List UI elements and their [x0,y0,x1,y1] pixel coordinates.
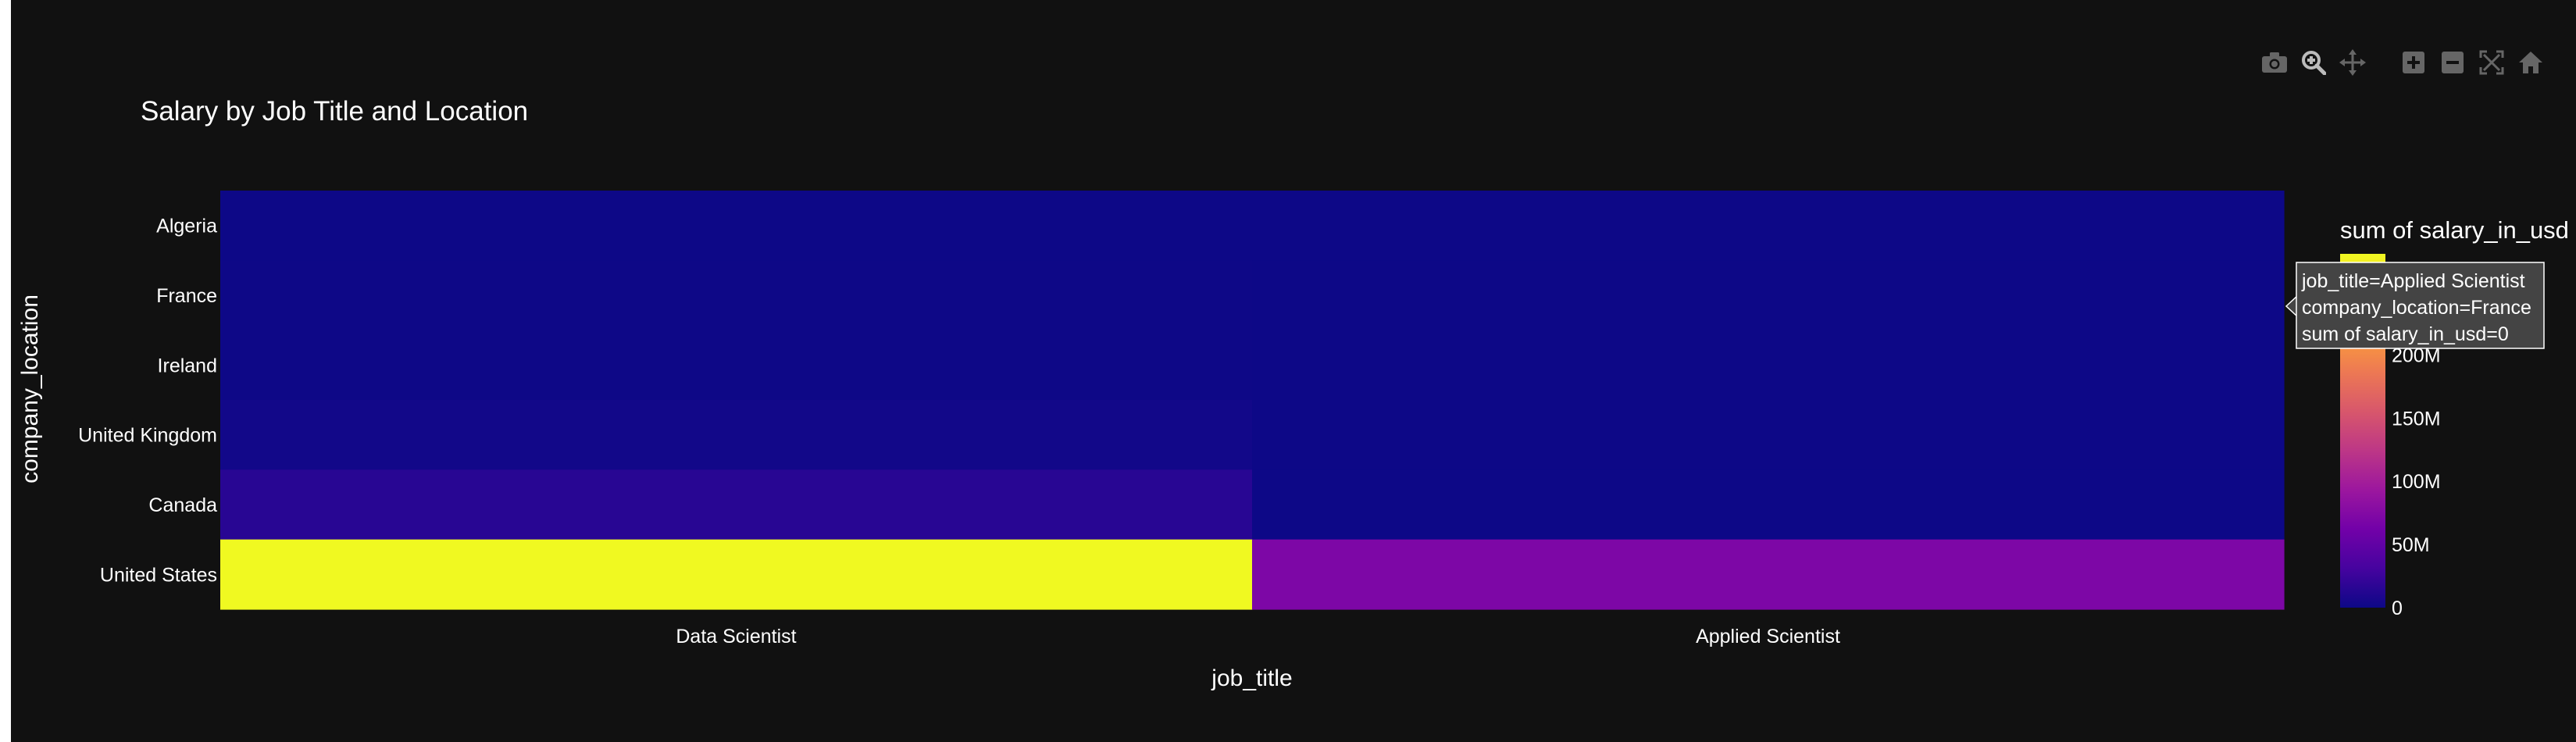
heatmap-cell[interactable]: Applied Scientist / Ireland [1252,330,2285,401]
autoscale-icon[interactable] [2478,48,2506,77]
zoom-icon[interactable] [2299,48,2328,77]
tooltip-box [2296,262,2545,349]
heatmap-cells[interactable]: Data Scientist / AlgeriaApplied Scientis… [220,191,2285,610]
x-axis-label: job_title [1211,665,1292,691]
tooltip-line-job-title: job_title=Applied Scientist [2301,270,2525,292]
x-tick-label: Applied Scientist [1696,626,1840,647]
heatmap-cell[interactable]: Applied Scientist / United Kingdom [1252,400,2285,470]
hover-tooltip: job_title=Applied Scientist company_loca… [2285,262,2545,349]
heatmap-cell[interactable]: Data Scientist / Algeria [220,191,1253,261]
heatmap-cell[interactable]: Data Scientist / France [220,260,1253,331]
heatmap-cell[interactable]: Data Scientist / United States [220,539,1253,610]
colorbar-title: sum of salary_in_usd [2340,216,2569,244]
pan-icon[interactable] [2339,48,2367,77]
reset-home-icon[interactable] [2517,48,2545,77]
y-tick-label: France [156,285,217,307]
heatmap-cell[interactable]: Applied Scientist / United States [1252,539,2285,610]
colorbar-tick-label: 50M [2392,534,2430,556]
modebar [2260,48,2545,77]
colorbar-tick-label: 0 [2392,598,2403,619]
heatmap-cell[interactable]: Applied Scientist / Algeria [1252,191,2285,261]
y-tick-label: United Kingdom [78,425,217,447]
y-axis-ticks: Algeria France Ireland United Kingdom Canada… [78,216,217,587]
x-tick-label: Data Scientist [676,626,796,647]
y-axis-label: company_location [17,294,43,483]
x-axis-ticks: Data Scientist Applied Scientist [676,626,1840,647]
y-tick-label: Ireland [158,355,217,376]
y-tick-label: Canada [148,494,217,516]
y-tick-label: United States [100,564,217,586]
heatmap-cell[interactable]: Data Scientist / Canada [220,469,1253,540]
chart-title: Salary by Job Title and Location [141,96,528,127]
tooltip-line-company-location: company_location=France [2302,297,2531,319]
heatmap-chart[interactable]: Salary by Job Title and Location Data Sc… [11,0,2576,742]
tooltip-line-salary-sum: sum of salary_in_usd=0 [2302,323,2509,345]
colorbar-tick-label: 150M [2392,408,2441,430]
colorbar-tick-label: 100M [2392,471,2441,493]
zoom-in-icon[interactable] [2399,48,2428,77]
camera-icon[interactable] [2260,48,2289,77]
heatmap-cell[interactable]: Applied Scientist / Canada [1252,469,2285,540]
heatmap-cell[interactable]: Data Scientist / Ireland [220,330,1253,401]
y-tick-label: Algeria [156,216,217,237]
zoom-out-icon[interactable] [2439,48,2467,77]
plot-frame: Salary by Job Title and Location Data Sc… [11,0,2576,742]
heatmap-cell[interactable]: Applied Scientist / France [1252,260,2285,331]
tooltip-pointer [2285,294,2298,318]
heatmap-cell[interactable]: Data Scientist / United Kingdom [220,400,1253,470]
